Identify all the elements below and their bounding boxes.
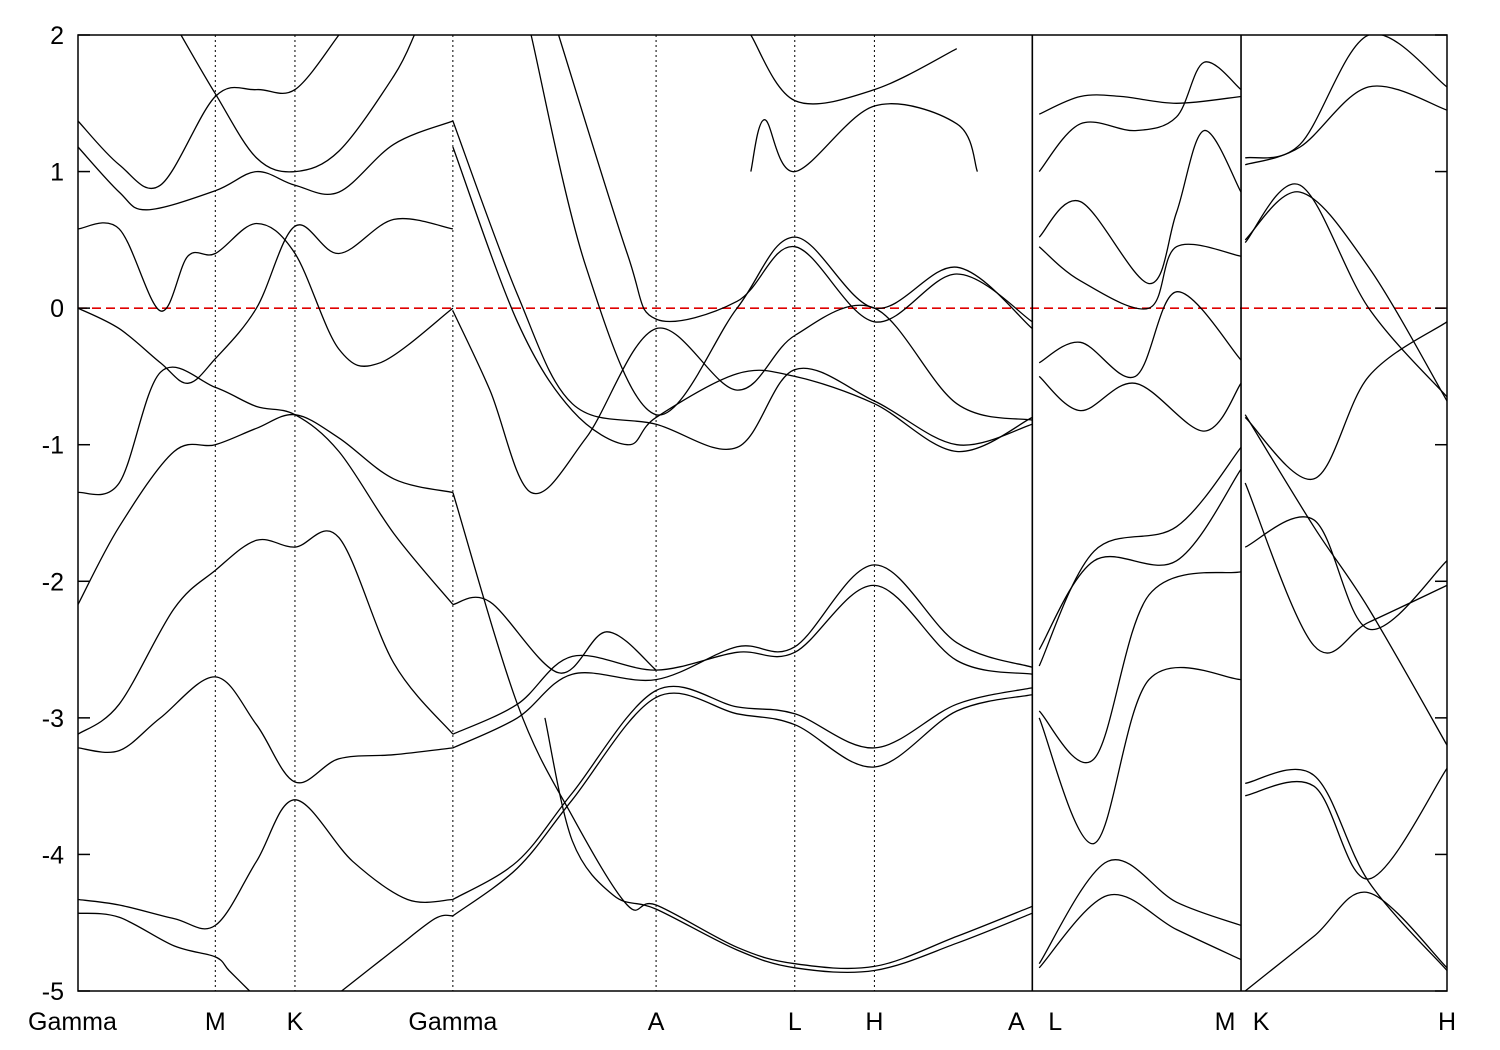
band-6 <box>78 366 454 605</box>
xtick-label-9: M <box>1215 1008 1236 1036</box>
ytick-label-7: -5 <box>42 978 64 1006</box>
band-40 <box>1244 891 1447 991</box>
plot-frame <box>77 34 1448 992</box>
y-axis-ticks: 2 1 0 -1 -2 -3 -4 -5 <box>42 22 1447 1006</box>
band-24 <box>750 35 958 105</box>
band-3 <box>78 676 453 784</box>
xtick-label-2: K <box>287 1008 304 1036</box>
band-25 <box>750 103 979 173</box>
band-7 <box>78 217 454 384</box>
xtick-label-3: Gamma <box>408 1008 497 1036</box>
band-37 <box>1038 94 1242 115</box>
band-1 <box>78 912 251 991</box>
xtick-label-10: K <box>1253 1008 1270 1036</box>
ytick-label-3: -1 <box>42 432 64 460</box>
xtick-label-1: M <box>205 1008 226 1036</box>
ytick-label-5: -3 <box>42 705 64 733</box>
band-0 <box>78 799 453 930</box>
band-20 <box>452 146 1033 453</box>
ytick-label-0: 2 <box>50 22 64 50</box>
band-14 <box>452 685 1033 901</box>
band-lines <box>78 35 1447 991</box>
ytick-label-2: 0 <box>50 295 64 323</box>
xtick-label-5: L <box>788 1008 802 1036</box>
xtick-label-7: A <box>1008 1008 1025 1036</box>
x-axis-ticks: Gamma M K Gamma A L H A L M K H <box>28 1008 1456 1036</box>
path-breaks <box>1031 35 1242 991</box>
band-32 <box>1038 375 1242 432</box>
band-15 <box>452 692 1033 917</box>
band-23 <box>557 35 1033 323</box>
ytick-label-1: 1 <box>50 159 64 187</box>
band-11 <box>180 35 415 173</box>
band-43 <box>1244 414 1447 746</box>
band-22 <box>530 35 1033 416</box>
band-45 <box>1244 183 1447 398</box>
xtick-label-6: H <box>865 1008 883 1036</box>
ytick-label-4: -2 <box>42 568 64 596</box>
band-18 <box>544 717 1033 974</box>
band-38 <box>1245 768 1447 880</box>
band-26 <box>1038 859 1242 965</box>
band-17 <box>452 492 1033 970</box>
band-12 <box>452 584 1033 735</box>
band-8 <box>78 222 454 367</box>
band-34 <box>1038 243 1242 310</box>
band-10 <box>78 35 340 189</box>
band-35 <box>1038 129 1242 285</box>
band-44 <box>1244 321 1447 480</box>
band-28 <box>1038 666 1242 845</box>
band-31 <box>1038 446 1242 667</box>
band-42 <box>1244 482 1447 654</box>
band-30 <box>1038 468 1242 650</box>
band-39 <box>1245 768 1447 971</box>
band-13 <box>452 564 1033 749</box>
band-27 <box>1038 893 1242 969</box>
band-19 <box>452 304 1033 495</box>
band-16 <box>452 596 657 674</box>
band-47 <box>1245 85 1447 166</box>
band-48 <box>1245 35 1447 159</box>
band-33 <box>1038 291 1242 379</box>
kpath-separators <box>214 35 875 991</box>
band-36 <box>1038 61 1242 173</box>
band-9 <box>78 120 454 211</box>
band-46 <box>1244 191 1447 402</box>
band-21 <box>452 120 1033 450</box>
band-4 <box>78 530 454 735</box>
band-5 <box>78 413 454 605</box>
xtick-label-8: L <box>1048 1008 1062 1036</box>
xtick-label-4: A <box>648 1008 665 1036</box>
band-29 <box>1038 571 1242 764</box>
ytick-label-6: -4 <box>42 841 64 869</box>
band-2 <box>341 914 453 991</box>
xtick-label-11: H <box>1438 1008 1456 1036</box>
xtick-label-0: Gamma <box>28 1008 117 1036</box>
